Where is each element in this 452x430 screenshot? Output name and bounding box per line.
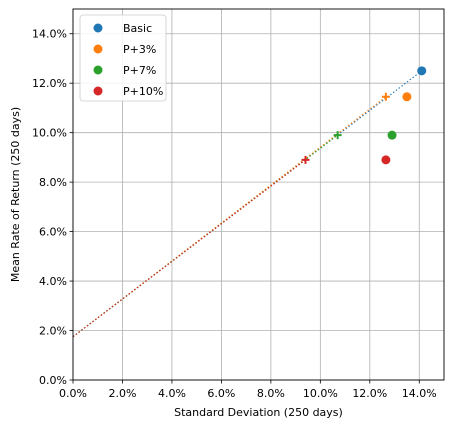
portfolio-point (381, 155, 391, 165)
legend-label: P+7% (123, 64, 156, 77)
legend-marker (93, 65, 103, 75)
legend-marker (93, 23, 103, 33)
y-tick-label: 8.0% (39, 176, 67, 189)
legend: Basic P+3% P+7% P+10% (79, 14, 167, 102)
y-tick-label: 14.0% (32, 28, 67, 41)
legend-label: P+3% (123, 43, 156, 56)
portfolio-point (417, 66, 427, 76)
portfolio-point (402, 92, 412, 102)
y-tick-label: 12.0% (32, 77, 67, 90)
x-axis-label: Standard Deviation (250 days) (174, 406, 343, 419)
legend-label: P+10% (123, 85, 163, 98)
y-axis-label: Mean Rate of Return (250 days) (9, 107, 22, 282)
tangent-line (72, 96, 387, 338)
x-tick-label: 2.0% (108, 387, 136, 400)
x-tick-label: 12.0% (352, 387, 387, 400)
grid (72, 9, 444, 381)
tangent-line (72, 70, 423, 338)
y-tick-label: 10.0% (32, 127, 67, 140)
legend-frame (79, 14, 167, 102)
legend-label: Basic (123, 22, 152, 35)
y-tick-label: 2.0% (39, 325, 67, 338)
tangency-point-marker (333, 131, 342, 140)
tangent-lines (72, 70, 423, 338)
x-tick-label: 10.0% (303, 387, 338, 400)
legend-marker (93, 86, 103, 96)
portfolio-point (387, 130, 397, 140)
x-tick-label: 0.0% (59, 387, 87, 400)
y-tick-label: 6.0% (39, 226, 67, 239)
tangency-point-marker (301, 155, 310, 164)
x-axis-ticks: 0.0% 2.0% 4.0% 6.0% 8.0% 10.0% 12.0% 14.0% (59, 380, 437, 400)
x-tick-label: 14.0% (402, 387, 437, 400)
legend-marker (93, 44, 103, 54)
y-tick-label: 4.0% (39, 275, 67, 288)
y-tick-label: 0.0% (39, 374, 67, 387)
x-tick-label: 8.0% (257, 387, 285, 400)
plot-frame (72, 8, 445, 381)
y-axis-ticks: 0.0% 2.0% 4.0% 6.0% 8.0% 10.0% 12.0% 14.0% (32, 28, 73, 387)
x-tick-label: 4.0% (158, 387, 186, 400)
x-tick-label: 6.0% (207, 387, 235, 400)
tangency-point-marker (381, 92, 390, 101)
data-points (301, 66, 427, 165)
